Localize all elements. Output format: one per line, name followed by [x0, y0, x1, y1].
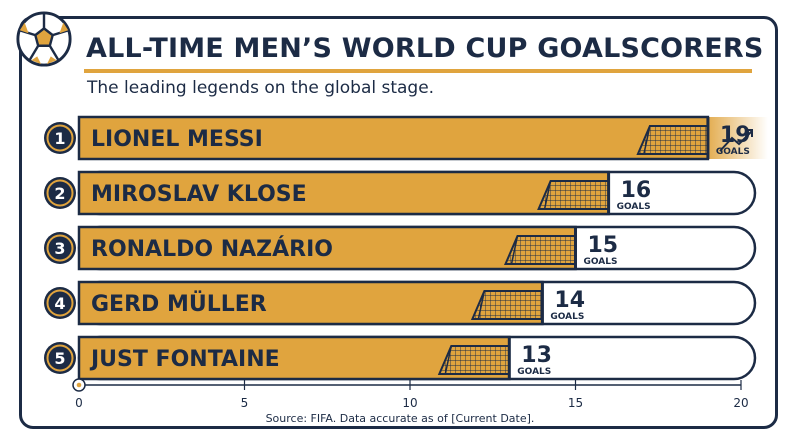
source-note: Source: FIFA. Data accurate as of [Curre…	[265, 412, 535, 425]
goal-net-icon	[470, 282, 544, 324]
goal-count: 14	[554, 288, 585, 313]
title-underline	[84, 69, 752, 73]
rank-badge-ring	[46, 289, 74, 317]
rank-badge	[44, 342, 76, 374]
goal-net-post	[643, 125, 651, 155]
goals-unit-label: GOALS	[584, 257, 618, 267]
x-tick-label: 0	[75, 396, 83, 410]
rank-number: 1	[54, 129, 65, 148]
rank-badge-ring	[46, 234, 74, 262]
chart-title: ALL-TIME MEN’S WORLD CUP GOALSCORERS	[86, 33, 764, 64]
trend-line	[719, 130, 753, 152]
x-tick-label: 15	[568, 396, 583, 410]
rank-number: 3	[54, 239, 65, 258]
rank-number: 5	[54, 349, 65, 368]
player-name: LIONEL MESSI	[91, 127, 263, 152]
goal-net-post	[510, 235, 519, 265]
goal-count: 16	[621, 178, 652, 203]
ball-patch	[76, 382, 82, 388]
goal-net-icon	[636, 117, 710, 159]
rank-number: 2	[54, 184, 65, 203]
rank-badge-ring	[46, 179, 74, 207]
bar	[77, 170, 610, 216]
goal-count: 15	[588, 233, 619, 258]
goals-unit-label: GOALS	[517, 367, 551, 377]
trend-up-icon	[719, 129, 753, 152]
bar	[77, 280, 544, 326]
rank-badge	[44, 122, 76, 154]
rank-badge	[44, 177, 76, 209]
goal-net-icon	[437, 337, 511, 379]
goals-unit-label: GOALS	[550, 312, 584, 322]
player-name: RONALDO NAZÁRIO	[91, 236, 333, 262]
rank-badge-ring	[46, 344, 74, 372]
goal-net-post	[543, 180, 552, 210]
bar	[77, 115, 710, 161]
rank-number: 4	[54, 294, 65, 313]
bar-track-fade	[707, 117, 768, 159]
goals-unit-label: GOALS	[716, 147, 750, 157]
goal-count: 13	[521, 343, 552, 368]
player-name: GERD MÜLLER	[91, 291, 267, 317]
x-tick-label: 20	[733, 396, 748, 410]
goal-count: 19	[720, 123, 751, 148]
axis-origin-ball-icon	[72, 378, 86, 392]
player-name: JUST FONTAINE	[89, 347, 280, 372]
goal-net-post	[477, 290, 486, 320]
goal-net-icon	[503, 227, 577, 269]
bar	[77, 225, 577, 271]
goals-unit-label: GOALS	[617, 202, 651, 212]
goal-net-post	[444, 345, 453, 375]
bar	[77, 335, 511, 381]
rank-badge	[44, 287, 76, 319]
rank-badge	[44, 232, 76, 264]
rank-badge-ring	[46, 124, 74, 152]
chart-subtitle: The leading legends on the global stage.	[87, 78, 435, 98]
player-name: MIROSLAV KLOSE	[91, 182, 307, 207]
goal-net-icon	[537, 172, 611, 214]
trend-arrowhead	[745, 129, 753, 137]
x-tick-label: 5	[241, 396, 249, 410]
x-tick-label: 10	[402, 396, 417, 410]
soccer-ball-icon	[16, 11, 72, 67]
